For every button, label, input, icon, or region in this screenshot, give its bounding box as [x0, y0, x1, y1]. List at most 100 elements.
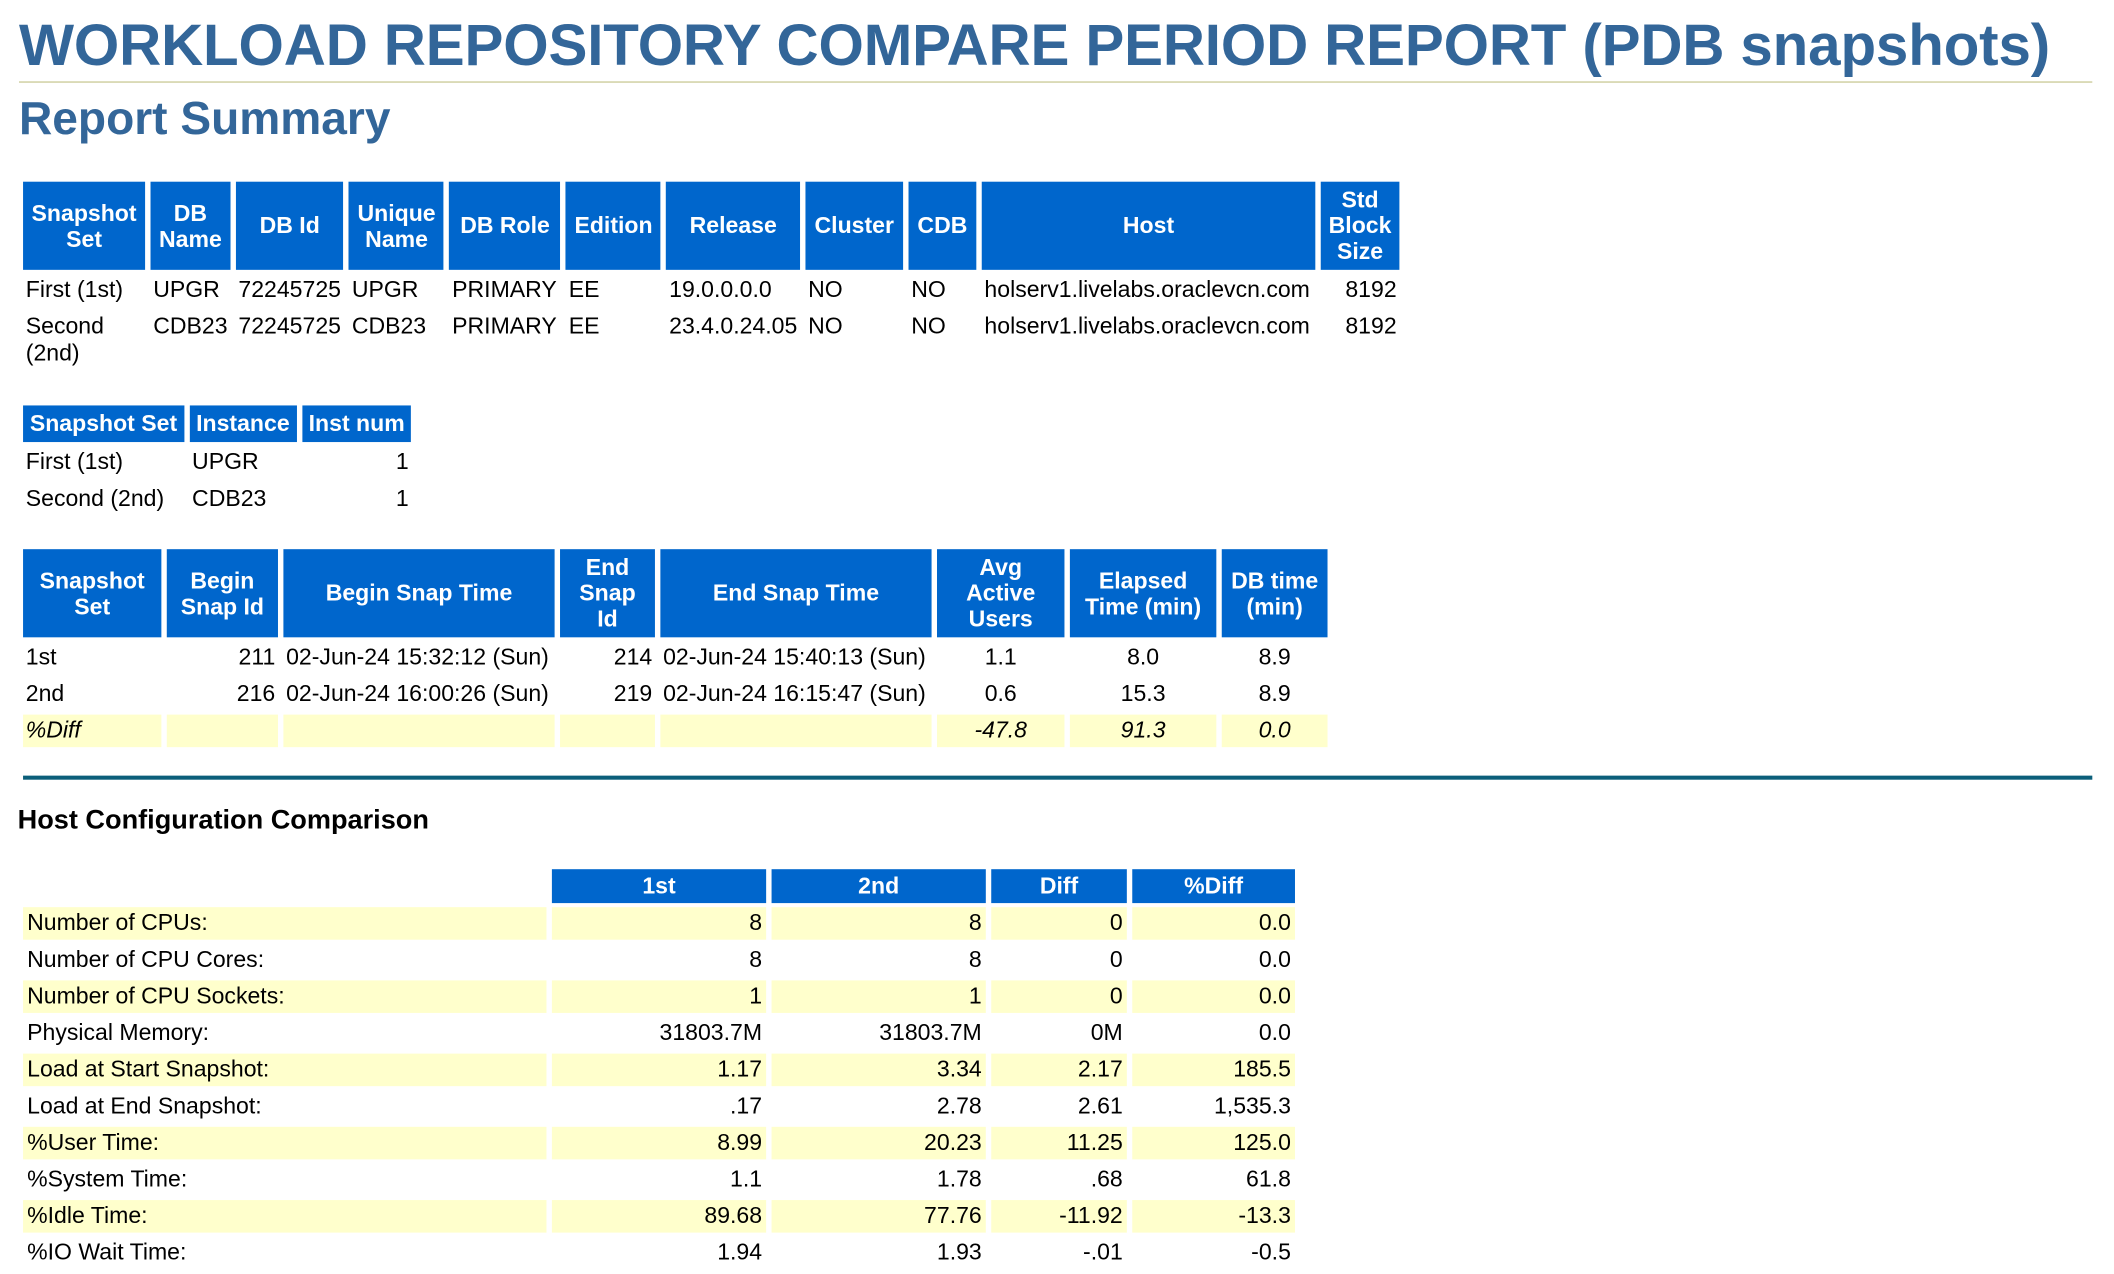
table-cell: 8	[771, 907, 986, 940]
table-cell: PRIMARY	[452, 276, 557, 303]
table-row: %User Time: 8.99 20.23 11.25 125.0	[23, 1126, 1295, 1160]
table-row: Number of CPU Sockets: 1 1 0 0.0	[23, 980, 1295, 1013]
table-cell: UPGR	[153, 276, 220, 303]
table-cell: 2.78	[936, 1092, 982, 1119]
row-label: Load at End Snapshot:	[27, 1092, 262, 1119]
table-cell: 11.25	[991, 1126, 1127, 1160]
col-header: DB Id	[235, 181, 344, 270]
table-cell: 0M	[1090, 1019, 1123, 1046]
table-cell: NO	[808, 313, 843, 339]
table-cell: NO	[911, 313, 946, 339]
col-header: Edition	[566, 181, 661, 270]
table-row: %IO Wait Time: 1.94 1.93 -.01 -0.5	[23, 1237, 1295, 1270]
table-cell: 125.0	[1132, 1126, 1295, 1160]
table-cell: 91.3	[1069, 714, 1217, 748]
col-header: Release	[666, 181, 801, 270]
table-cell: 8.9	[1258, 644, 1291, 670]
table-row: Number of CPUs: 8 8 0 0.0	[23, 907, 1295, 940]
table-cell: 1.94	[717, 1239, 763, 1266]
table-cell: 1	[395, 485, 409, 512]
table-cell: -0.5	[1251, 1239, 1291, 1266]
col-header: Avg Active Users	[936, 549, 1065, 638]
table-cell	[660, 714, 932, 748]
table-cell: 3.34	[771, 1053, 986, 1087]
table-cell: 19.0.0.0.0	[669, 276, 772, 303]
table-row: Second (2nd) CDB23 72245725 CDB23 PRIMAR…	[23, 311, 1399, 371]
table-cell: 8.0	[1127, 644, 1160, 670]
col-header: 1st	[551, 869, 767, 904]
host-config-table: 1st 2nd Diff %Diff Number of CPUs: 8 8 0…	[18, 865, 1301, 1273]
table-cell: 0.0	[1132, 980, 1295, 1013]
table-cell: 8.99	[551, 1126, 767, 1160]
table-cell: First (1st)	[25, 448, 124, 475]
table-row: 2nd 216 02-Jun-24 16:00:26 (Sun) 219 02-…	[23, 678, 1327, 711]
table-cell: 20.23	[771, 1126, 986, 1160]
col-header: Elapsed Time (min)	[1069, 549, 1217, 638]
col-header: %Diff	[1132, 869, 1295, 904]
table-cell: NO	[808, 276, 843, 303]
table-cell: 61.8	[1246, 1166, 1291, 1192]
table-row: Second (2nd) CDB23 1	[23, 483, 411, 516]
table-cell: -13.3	[1132, 1200, 1295, 1233]
col-header: Inst num	[301, 405, 412, 443]
table-cell: holserv1.livelabs.oraclevcn.com	[984, 276, 1310, 303]
host-config-heading: Host Configuration Comparison	[17, 805, 429, 836]
instance-table: Snapshot Set Instance Inst num First (1s…	[18, 401, 417, 519]
table-cell: 8192	[1345, 313, 1397, 339]
table-header-row: Snapshot Set DB Name DB Id Unique Name D…	[23, 181, 1400, 270]
table-cell: 15.3	[1120, 680, 1166, 707]
page-title: WORKLOAD REPOSITORY COMPARE PERIOD REPOR…	[18, 13, 2051, 79]
table-cell: 0.0	[1132, 907, 1295, 940]
table-cell: 8	[968, 946, 982, 973]
table-cell: EE	[568, 313, 600, 339]
table-cell: CDB23	[192, 485, 267, 512]
table-cell: 1.93	[936, 1239, 982, 1266]
row-label: Number of CPU Cores:	[27, 946, 265, 973]
table-cell: 72245725	[238, 276, 341, 303]
table-cell: -.01	[1083, 1239, 1123, 1266]
col-header: DB Role	[449, 181, 561, 270]
table-cell: .17	[730, 1092, 763, 1119]
table-header-row: 1st 2nd Diff %Diff	[23, 869, 1295, 904]
table-cell: 0.0	[1258, 1019, 1291, 1046]
col-header: CDB	[908, 181, 977, 270]
row-label: Number of CPUs:	[23, 907, 547, 940]
table-row: First (1st) UPGR 72245725 UPGR PRIMARY E…	[23, 274, 1399, 307]
table-cell: CDB23	[153, 313, 228, 339]
table-cell: .68	[1090, 1166, 1123, 1192]
row-label: %User Time:	[23, 1126, 547, 1160]
col-header: DB Name	[150, 181, 231, 270]
table-header-row: Snapshot Set Instance Inst num	[23, 405, 412, 443]
table-cell: 1.17	[551, 1053, 767, 1087]
col-header: End Snap Time	[660, 549, 932, 638]
table-row: 1st 211 02-Jun-24 15:32:12 (Sun) 214 02-…	[23, 641, 1327, 674]
table-cell: 0.6	[984, 680, 1017, 707]
table-cell: 1.78	[936, 1166, 982, 1192]
table-cell: 8.9	[1258, 680, 1291, 707]
table-row: %System Time: 1.1 1.78 .68 61.8	[23, 1163, 1295, 1196]
database-info-table: Snapshot Set DB Name DB Id Unique Name D…	[18, 178, 1405, 375]
table-cell: 31803.7M	[879, 1019, 982, 1046]
table-row: First (1st) UPGR 1	[23, 446, 411, 479]
table-cell: 02-Jun-24 16:15:47 (Sun)	[663, 680, 926, 707]
title-divider	[18, 81, 2093, 83]
table-cell: 1	[395, 448, 409, 475]
diff-row: %Diff -47.8 91.3 0.0	[23, 714, 1328, 748]
table-cell: 8	[551, 907, 767, 940]
col-header: Unique Name	[349, 181, 445, 270]
col-header: DB time (min)	[1221, 549, 1328, 638]
table-cell: holserv1.livelabs.oraclevcn.com	[984, 313, 1310, 339]
col-header: Snapshot Set	[23, 181, 146, 270]
table-cell	[283, 714, 555, 748]
row-label: Number of CPU Sockets:	[23, 980, 547, 1013]
table-cell: UPGR	[192, 448, 259, 475]
table-cell: Second (2nd)	[25, 313, 104, 367]
table-cell: 2.17	[991, 1053, 1127, 1087]
table-cell: UPGR	[351, 276, 419, 303]
table-row: Physical Memory: 31803.7M 31803.7M 0M 0.…	[23, 1017, 1295, 1050]
table-cell: 8192	[1345, 276, 1397, 303]
table-row: Load at End Snapshot: .17 2.78 2.61 1,53…	[23, 1090, 1295, 1123]
table-cell: 02-Jun-24 16:00:26 (Sun)	[286, 680, 549, 707]
table-cell	[166, 714, 278, 748]
col-header: Snapshot Set	[23, 549, 162, 638]
